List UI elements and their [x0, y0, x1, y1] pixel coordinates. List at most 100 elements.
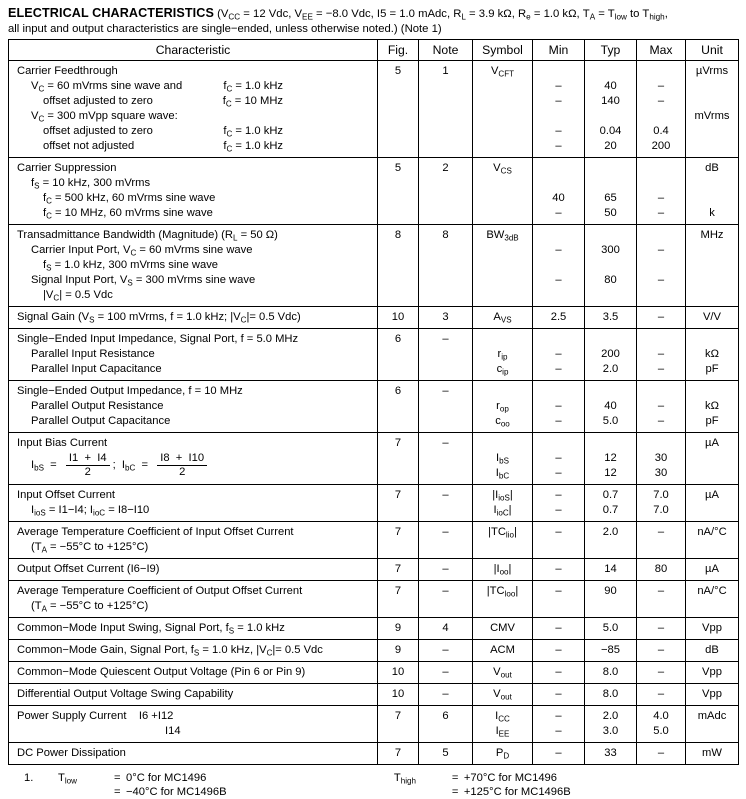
- row-max: –: [636, 580, 686, 618]
- row-max: 80: [636, 558, 686, 581]
- footnote-tlow-value-1: 0°C for MC1496: [126, 772, 207, 784]
- row-characteristic: Differential Output Voltage Swing Capabi…: [8, 683, 378, 706]
- row-fig: 7: [377, 521, 419, 559]
- row-fig: 9: [377, 617, 419, 640]
- row-min: – –: [532, 484, 585, 522]
- row-unit: nA/°C: [685, 521, 739, 559]
- row-fig: 10: [377, 661, 419, 684]
- footnote-eq-2: =: [451, 772, 459, 784]
- row-symbol: Vout: [472, 683, 533, 706]
- row-unit: Vpp: [685, 617, 739, 640]
- row-unit: mAdc: [685, 705, 739, 743]
- row-characteristic: Average Temperature Coefficient of Outpu…: [8, 580, 378, 618]
- table-row: Single−Ended Output Impedance, f = 10 MH…: [8, 380, 739, 433]
- row-characteristic: Carrier Feedthrough VC = 60 mVrms sine w…: [8, 60, 378, 158]
- table-row: Common−Mode Gain, Signal Port, fS = 1.0 …: [8, 639, 739, 662]
- row-note: –: [418, 661, 473, 684]
- row-typ: 8.0: [584, 661, 637, 684]
- table-row: Average Temperature Coefficient of Input…: [8, 521, 739, 559]
- row-unit: µA: [685, 484, 739, 522]
- row-unit: kΩ pF: [685, 328, 739, 381]
- row-fig: 9: [377, 639, 419, 662]
- footnote-1: 1. Tlow = 0°C for MC1496 Thigh = +70°C f…: [8, 771, 738, 799]
- row-max: – –: [636, 224, 686, 307]
- row-min: – –: [532, 380, 585, 433]
- row-typ: 0.7 0.7: [584, 484, 637, 522]
- table-row: Power Supply Current I6 +I12 I14 7 6 ICC…: [8, 705, 739, 743]
- row-typ: 65 50: [584, 157, 637, 225]
- row-symbol: rop coo: [472, 380, 533, 433]
- row-fig: 8: [377, 224, 419, 307]
- table-row: DC Power Dissipation 7 5 PD – 33 – mW: [8, 742, 739, 765]
- table-row: Common−Mode Input Swing, Signal Port, fS…: [8, 617, 739, 640]
- row-symbol: AVS: [472, 306, 533, 329]
- row-symbol: VCFT: [472, 60, 533, 158]
- row-note: –: [418, 558, 473, 581]
- column-header-min: Min: [532, 39, 585, 61]
- footnote-thigh-value-2: +125°C for MC1496B: [463, 786, 571, 798]
- row-max: –: [636, 683, 686, 706]
- footnote-thigh-label: Thigh: [393, 772, 416, 786]
- row-note: –: [418, 639, 473, 662]
- row-typ: 2.0 3.0: [584, 705, 637, 743]
- row-unit: nA/°C: [685, 580, 739, 618]
- row-note: –: [418, 432, 473, 485]
- table-row: Carrier Feedthrough VC = 60 mVrms sine w…: [8, 60, 739, 158]
- row-note: 4: [418, 617, 473, 640]
- heading-line-2: all input and output characteristics are…: [8, 23, 442, 35]
- footnote-number: 1.: [24, 772, 34, 784]
- row-typ: 200 2.0: [584, 328, 637, 381]
- row-symbol: Vout: [472, 661, 533, 684]
- row-max: – – 0.4 200: [636, 60, 686, 158]
- section-heading: ELECTRICAL CHARACTERISTICS (VCC = 12 Vdc…: [8, 6, 738, 36]
- row-max: –: [636, 639, 686, 662]
- row-fig: 6: [377, 328, 419, 381]
- row-symbol: BW3dB: [472, 224, 533, 307]
- row-min: – – – –: [532, 60, 585, 158]
- heading-line-1: ELECTRICAL CHARACTERISTICS (VCC = 12 Vdc…: [8, 6, 738, 22]
- row-symbol: PD: [472, 742, 533, 765]
- table-row: Carrier Suppression fS = 10 kHz, 300 mVr…: [8, 157, 739, 225]
- row-min: –: [532, 683, 585, 706]
- row-min: –: [532, 742, 585, 765]
- row-typ: 8.0: [584, 683, 637, 706]
- row-characteristic: Output Offset Current (I6−I9): [8, 558, 378, 581]
- row-min: – –: [532, 328, 585, 381]
- row-typ: 300 80: [584, 224, 637, 307]
- row-symbol: CMV: [472, 617, 533, 640]
- table-row: Single−Ended Input Impedance, Signal Por…: [8, 328, 739, 381]
- row-symbol: |TClio|: [472, 521, 533, 559]
- row-symbol: ACM: [472, 639, 533, 662]
- row-note: 6: [418, 705, 473, 743]
- row-characteristic: Common−Mode Gain, Signal Port, fS = 1.0 …: [8, 639, 378, 662]
- column-header-max: Max: [636, 39, 686, 61]
- table-row: Average Temperature Coefficient of Outpu…: [8, 580, 739, 618]
- row-min: –: [532, 617, 585, 640]
- column-header-typ: Typ: [584, 39, 637, 61]
- row-max: 4.0 5.0: [636, 705, 686, 743]
- row-symbol: |IioS| IioC|: [472, 484, 533, 522]
- row-max: –: [636, 617, 686, 640]
- table-header-row: Characteristic Fig. Note Symbol Min Typ …: [8, 39, 739, 61]
- table-row: Input Bias Current IbS = I1 + I4 2; IbC =…: [8, 432, 739, 485]
- row-unit: µA: [685, 432, 739, 485]
- footnote-eq-3: =: [114, 786, 121, 798]
- row-min: 40–: [532, 157, 585, 225]
- row-note: –: [418, 521, 473, 559]
- table-row: Input Offset Current IioS = I1−I4; IioC …: [8, 484, 739, 522]
- table-row: Output Offset Current (I6−I9) 7 – |Ioo| …: [8, 558, 739, 581]
- column-header-characteristic: Characteristic: [8, 39, 378, 61]
- row-max: –: [636, 306, 686, 329]
- row-note: –: [418, 580, 473, 618]
- row-unit: Vpp: [685, 661, 739, 684]
- row-typ: 2.0: [584, 521, 637, 559]
- row-typ: 33: [584, 742, 637, 765]
- row-characteristic: Transadmittance Bandwidth (Magnitude) (R…: [8, 224, 378, 307]
- row-note: 8: [418, 224, 473, 307]
- row-note: –: [418, 328, 473, 381]
- row-fig: 7: [377, 580, 419, 618]
- row-note: 3: [418, 306, 473, 329]
- row-typ: 14: [584, 558, 637, 581]
- heading-title: ELECTRICAL CHARACTERISTICS: [8, 6, 214, 20]
- row-unit: V/V: [685, 306, 739, 329]
